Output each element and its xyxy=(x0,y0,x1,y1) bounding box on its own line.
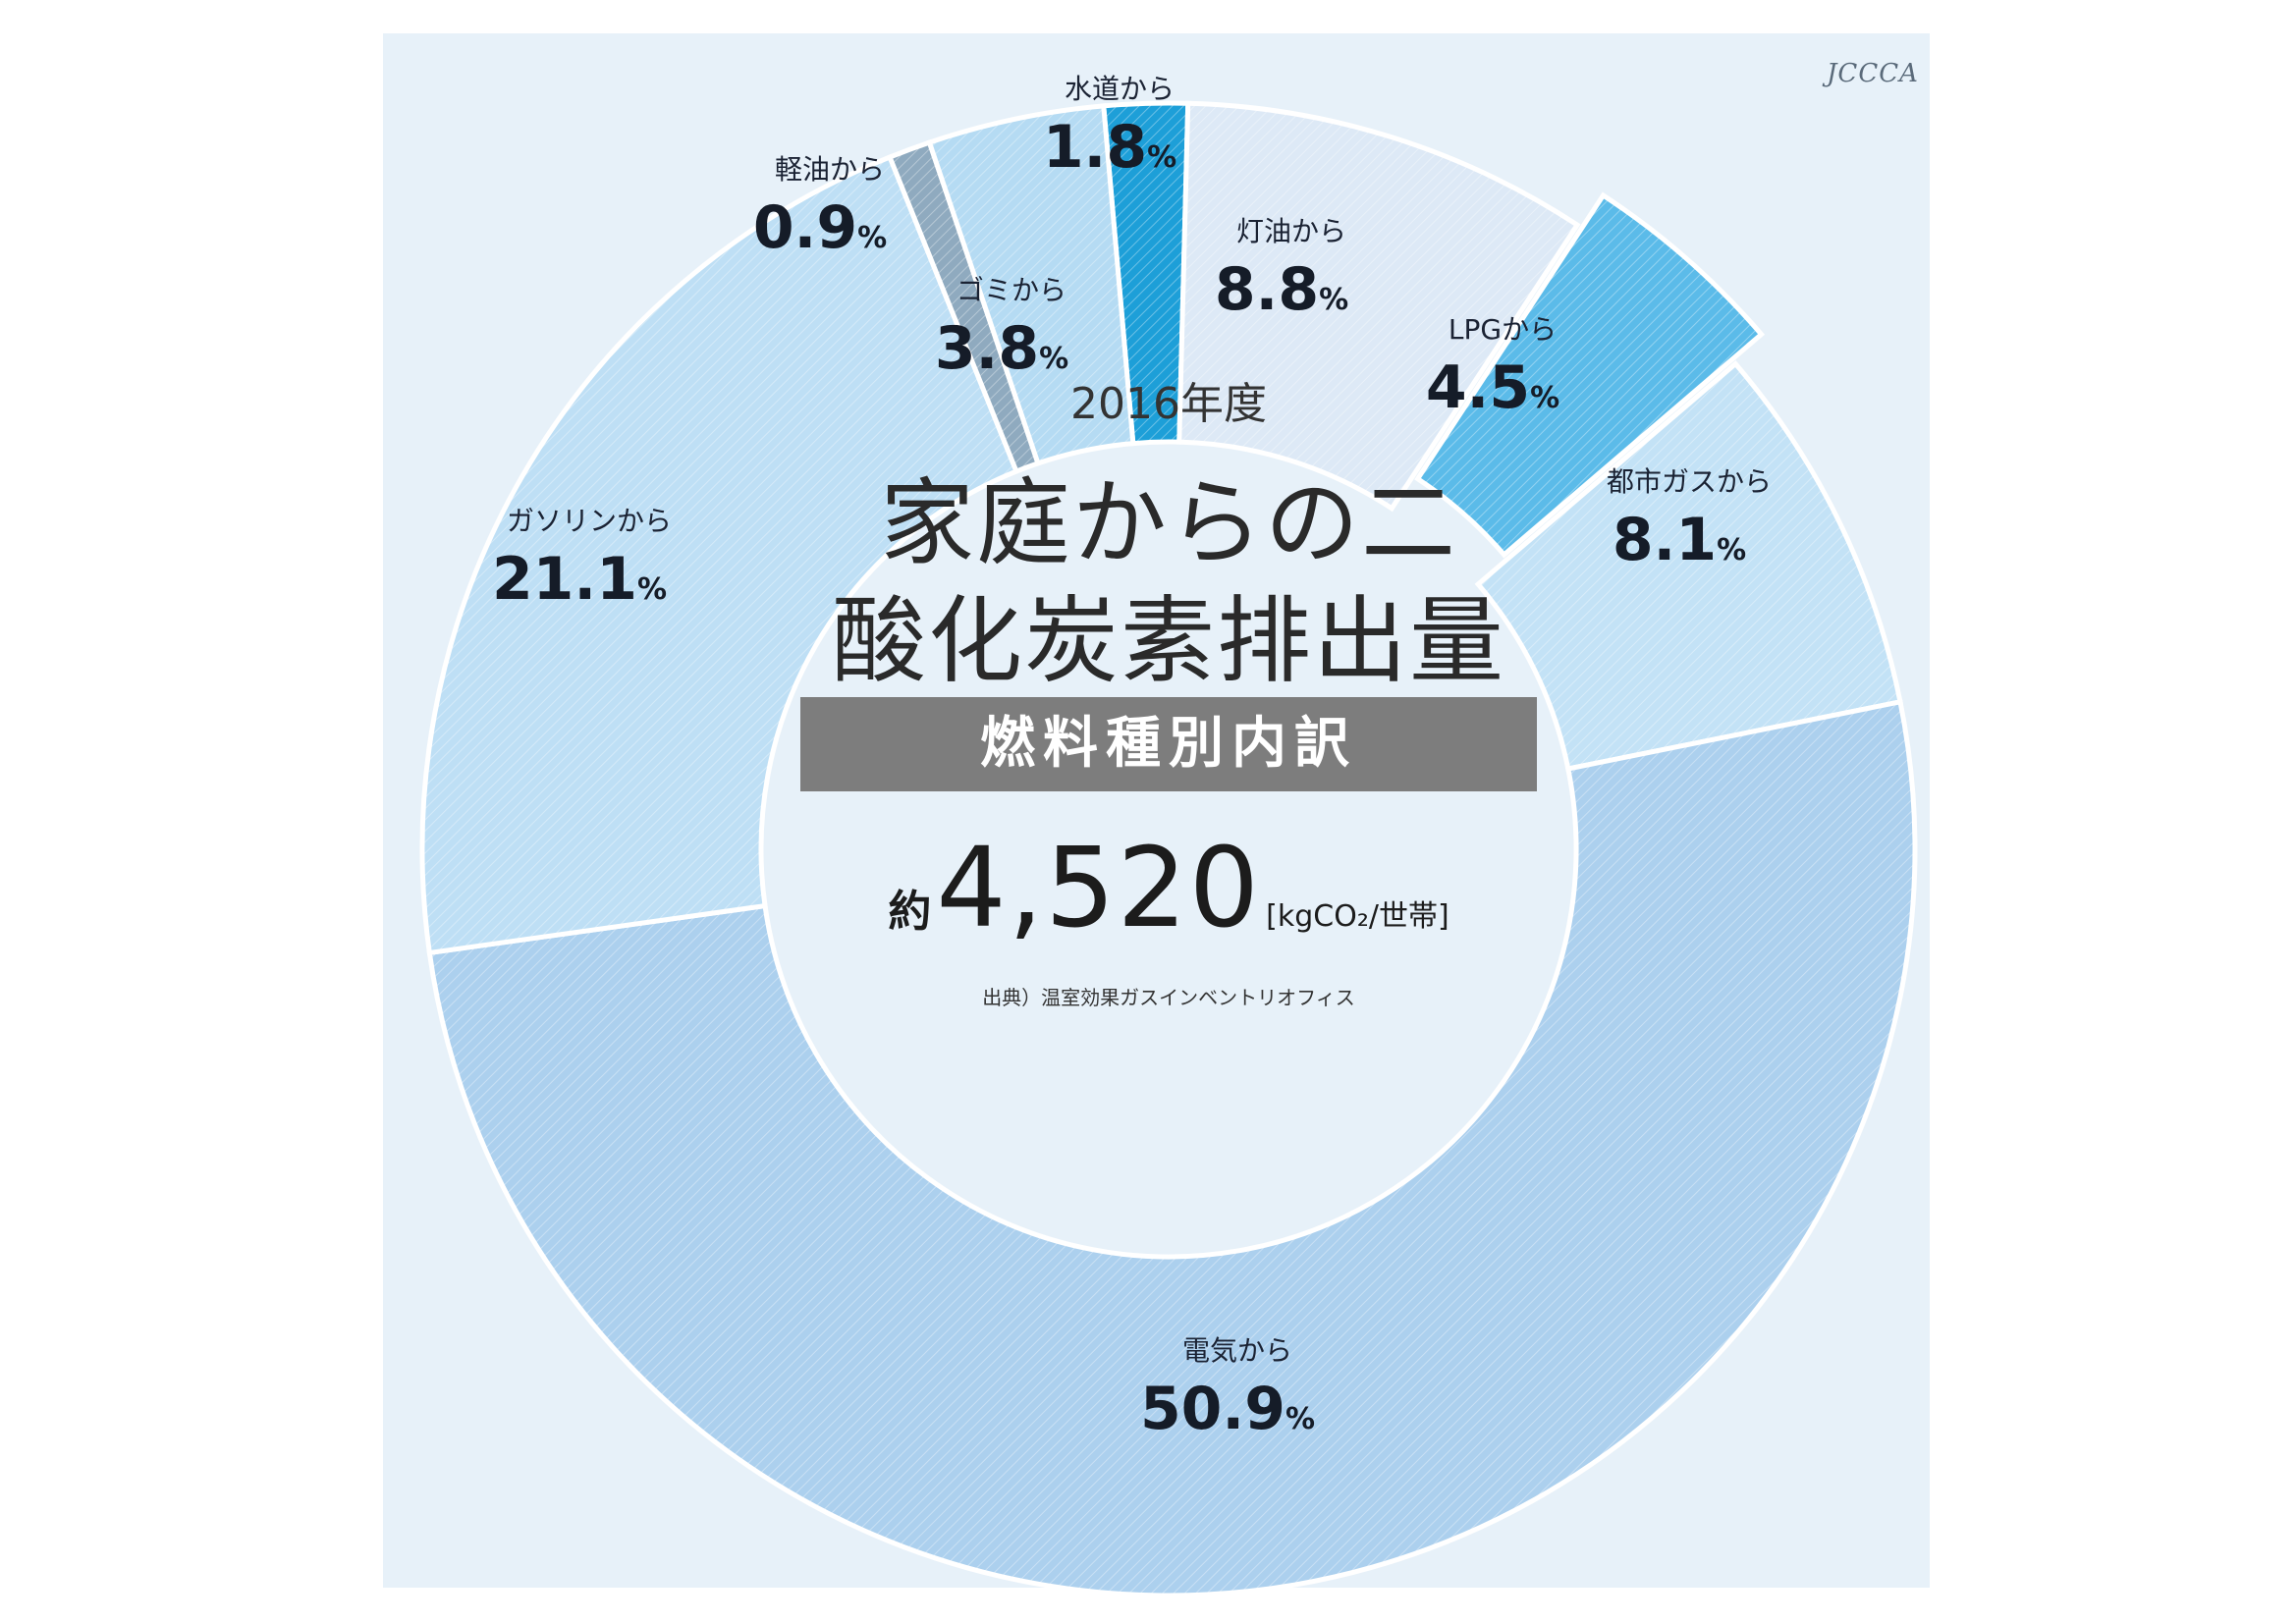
slice-group-5 xyxy=(419,153,1020,956)
slice-label-value-3: 8.1% xyxy=(1613,506,1746,574)
slice-group-3 xyxy=(1474,360,1903,772)
slice-label-value-1: 8.8% xyxy=(1215,255,1348,324)
slice-label-name-1: 灯油から xyxy=(1236,215,1346,247)
pie-slice-texture-0 xyxy=(1103,102,1188,444)
slice-group-0 xyxy=(1101,100,1191,447)
slice-label-name-2: LPGから xyxy=(1449,313,1557,346)
slice-label-name-0: 水道から xyxy=(1065,73,1175,105)
total-emissions: 約 4,520 [kgCO₂/世帯] xyxy=(687,825,1650,952)
source-note: 出典）温室効果ガスインベントリオフィス xyxy=(982,986,1355,1009)
chart-subtitle: 燃料種別内訳 xyxy=(800,697,1537,791)
slice-label-value-0: 1.8% xyxy=(1043,113,1176,182)
slice-group-1 xyxy=(1176,100,1581,513)
chart-title-line-1: 家庭からの二 xyxy=(880,468,1457,578)
logo-text: JCCCA xyxy=(1827,59,1919,88)
slice-label-name-7: ゴミから xyxy=(957,274,1066,306)
total-prefix: 約 xyxy=(888,887,932,937)
pie-slice-texture-5 xyxy=(422,157,1016,953)
total-value: 4,520 xyxy=(936,825,1262,952)
pie-slice-texture-3 xyxy=(1478,363,1901,769)
chart-year: 2016年度 xyxy=(1070,379,1267,429)
slice-group-2 xyxy=(1414,191,1766,559)
slice-label-name-5: ガソリンから xyxy=(507,505,672,537)
slice-label-value-7: 3.8% xyxy=(935,314,1068,383)
slice-label-value-4: 50.9% xyxy=(1140,1375,1315,1443)
pie-slice-texture-7 xyxy=(929,105,1133,463)
slice-label-name-6: 軽油から xyxy=(775,153,885,186)
total-unit: [kgCO₂/世帯] xyxy=(1266,899,1449,934)
slice-label-value-2: 4.5% xyxy=(1426,353,1559,422)
center-label: 2016年度 家庭からの二 酸化炭素排出量 燃料種別内訳 約 4,520 [kg… xyxy=(687,363,1650,1168)
chart-title-line-2: 酸化炭素排出量 xyxy=(832,586,1505,696)
pie-slice-texture-6 xyxy=(890,142,1038,472)
slice-label-value-6: 0.9% xyxy=(753,193,887,262)
slice-label-name-3: 都市ガスから xyxy=(1607,465,1772,498)
slice-label-name-4: 電気から xyxy=(1182,1334,1292,1367)
slice-label-value-5: 21.1% xyxy=(492,545,667,614)
slice-group-4 xyxy=(426,698,1918,1598)
pie-slice-texture-2 xyxy=(1417,194,1762,555)
pie-slice-texture-1 xyxy=(1178,103,1578,509)
pie-slice-texture-4 xyxy=(429,701,1916,1596)
slice-group-7 xyxy=(926,103,1136,467)
